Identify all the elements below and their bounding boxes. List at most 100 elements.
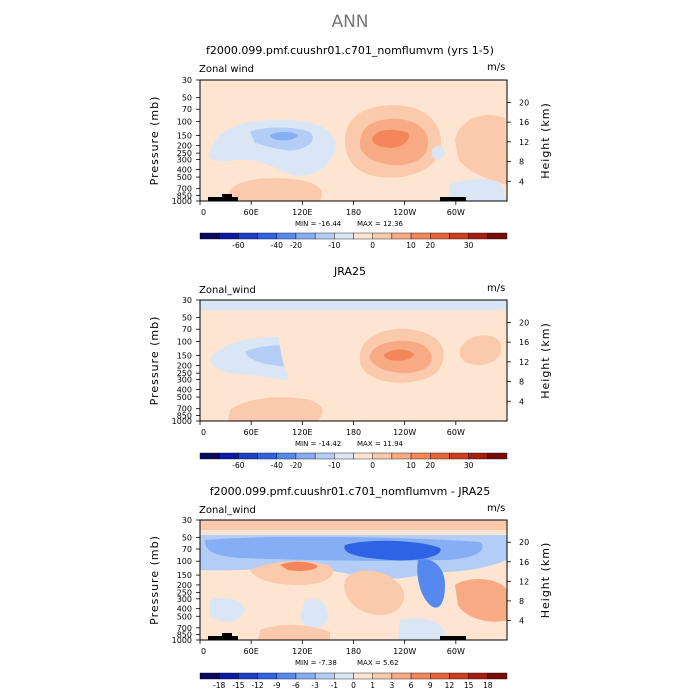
panel-2-colorbar-label: -40 xyxy=(271,461,283,470)
panel-2-lon-tick-label: 120W xyxy=(393,428,416,437)
panel-1-ylabel-left: Pressure (mb) xyxy=(148,96,161,186)
panel-3-colorbar-label: 15 xyxy=(464,681,474,690)
panel-3-colorbar-label: 3 xyxy=(389,681,394,690)
panel-1-title: f2000.099.pmf.cuushr01.c701_nomflumvm (y… xyxy=(206,44,494,57)
panel-1-colorbar-swatch xyxy=(468,232,489,240)
panel-3-colorbar-label: -6 xyxy=(292,681,300,690)
panel-2-pressure-tick-label: 300 xyxy=(177,375,192,384)
panel-2-colorbar-swatch xyxy=(410,452,431,460)
panel-3-units: m/s xyxy=(487,503,506,514)
panel-2-lon-tick-label: 0 xyxy=(201,428,206,437)
panel-1-pressure-tick-label: 250 xyxy=(177,149,192,158)
panel-1-colorbar-swatch xyxy=(238,232,258,240)
panel-1-pressure-tick-label: 850 xyxy=(177,191,192,200)
panel-2-ylabel-right: Height (km) xyxy=(539,322,552,399)
panel-3-colorbar-label: 9 xyxy=(428,681,433,690)
panel-1-colorbar-swatch xyxy=(449,232,469,240)
panel-3-variable: Zonal_wind xyxy=(199,505,256,516)
panel-1-colorbar-label: -20 xyxy=(290,241,302,250)
panel-1-pressure-tick-label: 50 xyxy=(182,94,192,103)
panel-1-height-tick-label: 16 xyxy=(519,118,529,127)
panel-3-pressure-tick-label: 400 xyxy=(177,605,192,614)
panel-2-colorbar-swatch xyxy=(314,452,335,460)
generated-axes: 3050701001502002503004005007008501000481… xyxy=(148,76,552,690)
panel-1-height-tick-label: 4 xyxy=(519,177,524,186)
panel-3-top-band xyxy=(200,520,507,530)
panel-3-colorbar-swatch xyxy=(314,672,335,680)
panel-1-lon-tick-label: 120E xyxy=(292,208,312,217)
panel-2-pressure-tick-label: 100 xyxy=(177,338,192,347)
panel-2-colorbar-swatch xyxy=(353,452,373,460)
panel-1-colorbar-swatch xyxy=(430,232,450,240)
panel-1-colorbar-swatch xyxy=(334,232,354,240)
panel-1-colorbar-swatch xyxy=(410,232,431,240)
panel-1-colorbar-label: -40 xyxy=(271,241,283,250)
panel-1-colorbar-swatch xyxy=(295,232,316,240)
panel-2-min: MIN = -14.42 xyxy=(295,440,342,448)
panel-3-colorbar-swatch xyxy=(199,672,220,680)
panel-3-min: MIN = -7.38 xyxy=(295,659,337,667)
panel-2-height-tick-label: 20 xyxy=(519,318,529,327)
panel-3-colorbar-swatch xyxy=(257,672,277,680)
panel-1-top-band xyxy=(200,80,507,87)
panel-2-colorbar-label: -10 xyxy=(328,461,340,470)
panel-3-colorbar-label: -3 xyxy=(311,681,319,690)
panel-3-height-tick-label: 8 xyxy=(519,597,524,606)
panel-3-colorbar-label: 12 xyxy=(445,681,455,690)
panel-3-height-tick-label: 12 xyxy=(519,577,529,586)
panel-2-pressure-tick-label: 50 xyxy=(182,314,192,323)
panel-2-west-jet xyxy=(459,335,502,365)
panel-3-colorbar-swatch xyxy=(372,672,393,680)
panel-3-ylabel-right: Height (km) xyxy=(539,542,552,619)
panel-1-colorbar-label: 0 xyxy=(370,241,375,250)
panel-3-colorbar-swatch xyxy=(334,672,354,680)
panel-2-pressure-tick-label: 400 xyxy=(177,385,192,394)
panel-1-pressure-tick-label: 700 xyxy=(177,185,192,194)
panel-1-height-tick-label: 8 xyxy=(519,158,524,167)
panel-2-colorbar-swatch xyxy=(391,452,412,460)
panel-3-lon-tick-label: 120E xyxy=(292,647,312,656)
panel-2-colorbar-swatch xyxy=(199,452,220,460)
panel-1-height-tick-label: 12 xyxy=(519,138,529,147)
panel-2-pressure-tick-label: 30 xyxy=(182,296,192,305)
panel-1-colorbar-swatch xyxy=(487,232,508,240)
panel-3-colorbar-label: -12 xyxy=(251,681,263,690)
panel-1-colorbar-label: 20 xyxy=(425,241,435,250)
panel-2-jet-core xyxy=(384,349,414,361)
panel-1-colorbar-label: -10 xyxy=(328,241,340,250)
panel-1-lon-tick-label: 120W xyxy=(393,208,416,217)
panel-3-colorbar-label: -18 xyxy=(213,681,225,690)
panel-2-pressure-tick-label: 850 xyxy=(177,411,192,420)
panel-1-pressure-tick-label: 500 xyxy=(177,173,192,182)
panel-3-height-tick-label: 4 xyxy=(519,616,524,625)
panel-1-units: m/s xyxy=(487,62,506,73)
panel-3-ylabel-left: Pressure (mb) xyxy=(148,535,161,625)
panel-1-pressure-tick-label: 400 xyxy=(177,165,192,174)
panel-2-max: MAX = 11.94 xyxy=(357,440,403,448)
panel-3-anomaly-c xyxy=(417,559,445,608)
main-title: ANN xyxy=(331,12,369,32)
panel-2-variable: Zonal_wind xyxy=(199,285,256,296)
panel-1-pressure-tick-label: 150 xyxy=(177,132,192,141)
panel-2-colorbar-swatch xyxy=(334,452,354,460)
panel-2-ylabel-left: Pressure (mb) xyxy=(148,316,161,406)
panel-2-colorbar-swatch xyxy=(430,452,450,460)
panel-2-pressure-tick-label: 250 xyxy=(177,369,192,378)
panel-3-lon-tick-label: 0 xyxy=(201,647,206,656)
panel-2-field xyxy=(200,300,507,421)
panel-1-pressure-tick-label: 30 xyxy=(182,76,192,85)
panel-1-lon-tick-label: 60E xyxy=(244,208,259,217)
panel-1-colorbar-label: 30 xyxy=(464,241,474,250)
panel-2-pressure-tick-label: 700 xyxy=(177,405,192,414)
panel-3-lon-tick-label: 180 xyxy=(346,647,361,656)
panel-1-pressure-tick-label: 70 xyxy=(182,105,192,114)
panel-3-colorbar-swatch xyxy=(276,672,297,680)
panel-1-easterly-core xyxy=(270,132,298,141)
panel-3-colorbar-label: -1 xyxy=(331,681,339,690)
panel-3-colorbar-label: -15 xyxy=(232,681,244,690)
panel-2-colorbar-swatch xyxy=(372,452,393,460)
panel-3-pressure-tick-label: 70 xyxy=(182,545,192,554)
panel-1-colorbar-label: -60 xyxy=(232,241,244,250)
